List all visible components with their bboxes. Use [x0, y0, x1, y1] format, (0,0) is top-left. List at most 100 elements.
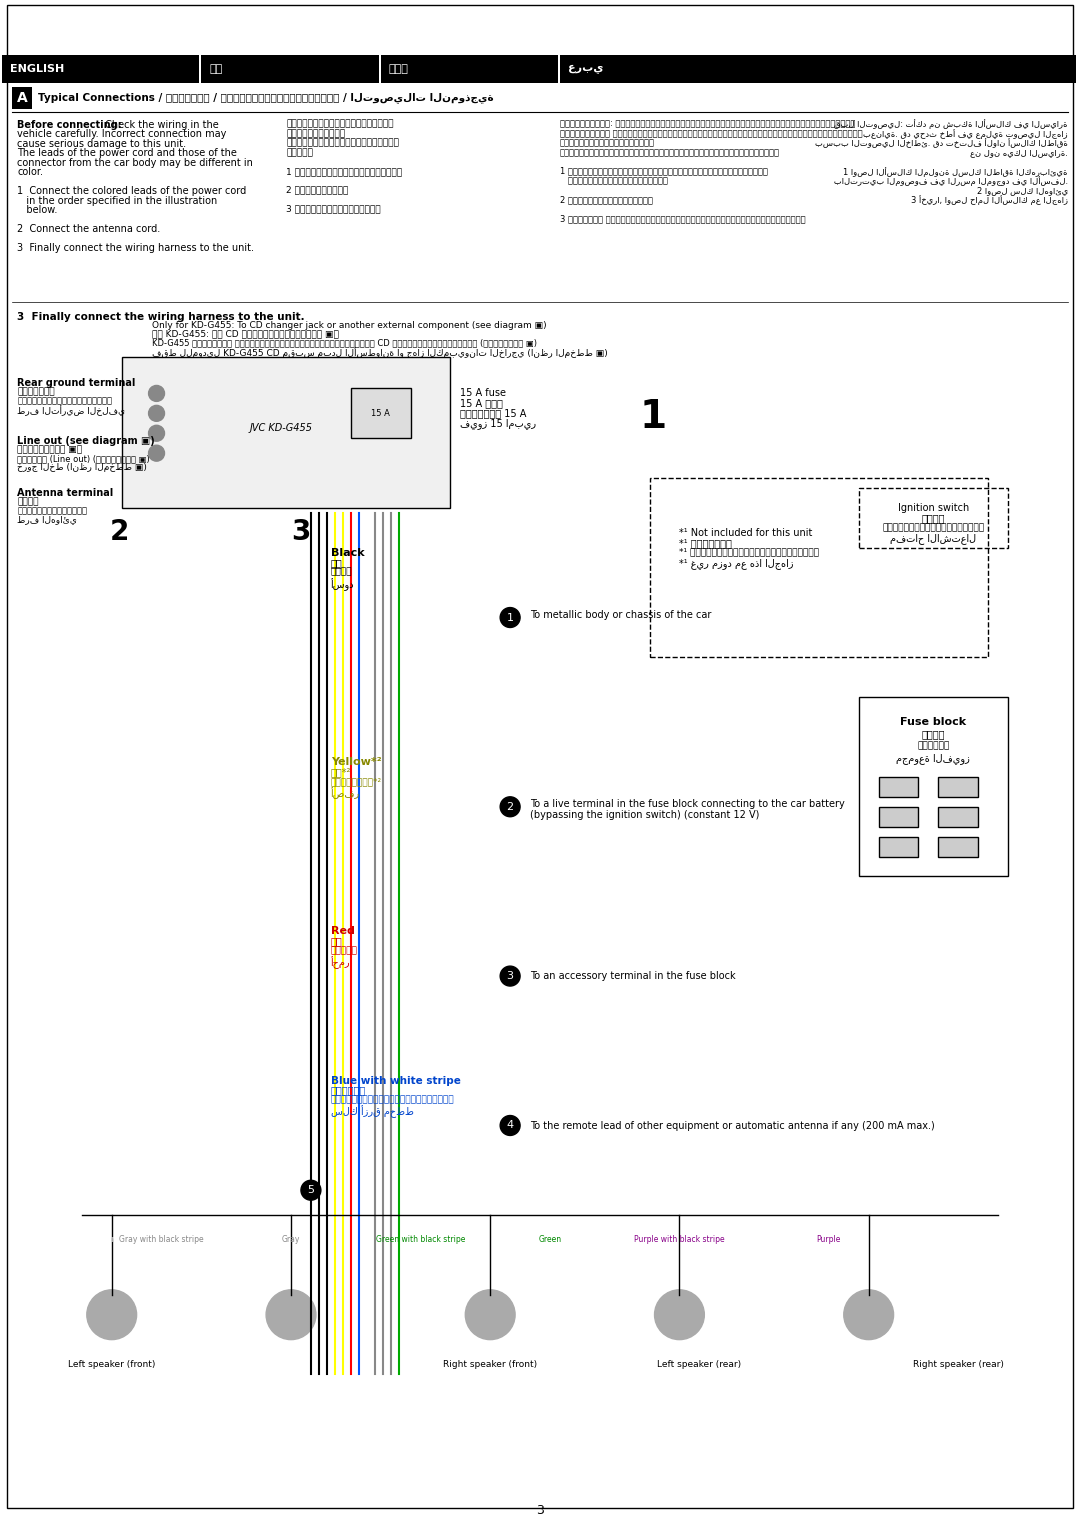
Text: Fuse block: Fuse block: [901, 717, 967, 728]
Text: Gray with black stripe: Gray with black stripe: [119, 1235, 204, 1244]
Text: 1: 1: [507, 612, 514, 623]
Circle shape: [500, 608, 521, 627]
Circle shape: [500, 966, 521, 986]
Text: color.: color.: [17, 167, 43, 178]
Text: *¹ 不包含在本機內: *¹ 不包含在本機內: [679, 538, 732, 548]
Text: Green: Green: [539, 1235, 562, 1244]
Text: Yellow*²: Yellow*²: [330, 756, 381, 767]
Text: Green with black stripe: Green with black stripe: [376, 1235, 465, 1244]
Text: 接線前：仔細檢查汽車內的線路。不正確的接: 接線前：仔細檢查汽車內的線路。不正確的接: [286, 120, 393, 129]
Text: خروج الخط (انظر المخطط ▣): خروج الخط (انظر المخطط ▣): [17, 463, 147, 472]
Text: ฟิวขนาด 15 A: ฟิวขนาด 15 A: [460, 409, 527, 418]
Text: 3  Finally connect the wiring harness to the unit.: 3 Finally connect the wiring harness to …: [17, 243, 254, 254]
Bar: [201, 55, 379, 82]
Circle shape: [149, 445, 164, 462]
Text: 1: 1: [639, 398, 666, 436]
Text: Black: Black: [330, 548, 364, 557]
Text: 有所不同。: 有所不同。: [286, 147, 313, 156]
Text: ก่อนต่อสาย: ตรวจสอบสายไฟภายในรถยนต์อย่างระมัดระวังก่อนต่อสาย: ก่อนต่อสาย: ตรวจสอบสายไฟภายในรถยนต์อย่าง…: [559, 120, 855, 129]
Text: 輸出端子（參閱圖表 ▣）: 輸出端子（參閱圖表 ▣）: [17, 445, 82, 454]
Bar: [879, 837, 918, 857]
Text: 1 ต่อสายเชื่อมต่อเข้ากับอุปกรณ์ตามลำดับที่: 1 ต่อสายเชื่อมต่อเข้ากับอุปกรณ์ตามลำดับท…: [559, 167, 768, 176]
Text: ไทย: ไทย: [389, 64, 408, 74]
Text: สีดำ: สีดำ: [330, 568, 352, 577]
Text: بسبب التوصيل الخاطئ. قد تختلف ألوان أسلاك الطاقة: بسبب التوصيل الخاطئ. قد تختلف ألوان أسلا…: [815, 138, 1068, 149]
Text: قبل التوصيل: تأكد من شبكة الأسلاك في السيارة: قبل التوصيل: تأكد من شبكة الأسلاك في الس…: [835, 120, 1068, 129]
Text: KD-G455 เท่านั้น เชื่อมต่อของเครื่องเสียงซีดี CD หรืออุปกรณ์ภายนอก (ดูแผนภาพ ▣): KD-G455 เท่านั้น เชื่อมต่อของเครื่องเสีย…: [151, 339, 537, 348]
Text: อุปกรณ์นี้ การต่อสายผิดพลาดอาจทำให้อุปกรณ์เสียหายอย่างร้ายแรง: อุปกรณ์นี้ การต่อสายผิดพลาดอาจทำให้อุปกร…: [559, 129, 863, 138]
Text: طرف الهوائي: طرف الهوائي: [17, 515, 77, 524]
Text: 3: 3: [536, 1504, 544, 1517]
Text: 黑色: 黑色: [330, 557, 342, 568]
Text: بعناية. قد يحدث خطأ في عملية توصيل الجهاز: بعناية. قد يحدث خطأ في عملية توصيل الجها…: [863, 129, 1068, 138]
Text: أسود: أسود: [330, 577, 354, 591]
Text: 電源線的引線和車身的連接器引線在顏色上可能: 電源線的引線和車身的連接器引線在顏色上可能: [286, 138, 399, 147]
Bar: [939, 776, 978, 797]
Text: 3 最後，把配線束的插頭插在本機上。: 3 最後，把配線束的插頭插在本機上。: [286, 205, 380, 214]
Text: Ignition switch: Ignition switch: [897, 503, 969, 513]
Text: Right speaker (front): Right speaker (front): [443, 1360, 537, 1369]
Text: Left speaker (rear): Left speaker (rear): [658, 1360, 742, 1369]
Text: below.: below.: [17, 205, 57, 216]
Text: 2 เชื่อมต่อสายอากาศ: 2 เชื่อมต่อสายอากาศ: [559, 196, 652, 204]
Text: Antenna terminal: Antenna terminal: [17, 488, 113, 498]
Text: cause serious damage to this unit.: cause serious damage to this unit.: [17, 138, 186, 149]
Text: อยู่ในชุดอุปกรณ์นี้: อยู่ในชุดอุปกรณ์นี้: [559, 138, 654, 147]
Text: White with black stripe: White with black stripe: [38, 1235, 126, 1244]
Text: To the remote lead of other equipment or automatic antenna if any (200 mA max.): To the remote lead of other equipment or…: [530, 1121, 935, 1130]
Circle shape: [149, 425, 164, 441]
Text: 3: 3: [507, 971, 514, 981]
Text: Only for KD-G455: To CD changer jack or another external component (see diagram : Only for KD-G455: To CD changer jack or …: [151, 321, 546, 330]
Text: Blue with white stripe: Blue with white stripe: [330, 1075, 461, 1086]
Circle shape: [843, 1290, 893, 1340]
Text: 1  Connect the colored leads of the power cord: 1 Connect the colored leads of the power…: [17, 187, 246, 196]
Text: Left speaker (front): Left speaker (front): [68, 1360, 156, 1369]
Text: Rear ground terminal: Rear ground terminal: [17, 378, 135, 389]
Bar: [380, 55, 558, 82]
Circle shape: [301, 1180, 321, 1200]
Text: 紅色: 紅色: [330, 936, 342, 946]
Bar: [559, 55, 1076, 82]
Text: 15 A: 15 A: [372, 409, 390, 418]
Text: Typical Connections / 典型的接線方法 / การเชื่อมต่อแบบปกติ / التوصيلات النموذجية: Typical Connections / 典型的接線方法 / การเชื่อ…: [38, 93, 494, 103]
Text: 5: 5: [308, 1185, 314, 1195]
Circle shape: [500, 797, 521, 817]
Text: 3  Finally connect the wiring harness to the unit.: 3 Finally connect the wiring harness to …: [17, 311, 305, 322]
Text: 3: 3: [291, 518, 310, 545]
Text: 只導 KD-G455: 接至 CD 換碟機插座或外接部件（參閱圖表 ▣）: 只導 KD-G455: 接至 CD 換碟機插座或外接部件（參閱圖表 ▣）: [151, 330, 338, 339]
Circle shape: [654, 1290, 704, 1340]
Text: مفتاح الاشتعال: مفتاح الاشتعال: [890, 533, 976, 544]
Bar: [122, 357, 450, 507]
Text: 本機後接地端子: 本機後接地端子: [17, 387, 55, 396]
Circle shape: [86, 1290, 136, 1340]
Text: 中文: 中文: [210, 64, 222, 74]
Text: สัญญาณ (Line out) (ดูแผนภาพ ▣): สัญญาณ (Line out) (ดูแผนภาพ ▣): [17, 454, 150, 463]
Text: 2  Connect the antenna cord.: 2 Connect the antenna cord.: [17, 225, 160, 234]
Circle shape: [266, 1290, 315, 1340]
Text: 1 依照下圖所示之次序接返電源線的顏色引線。: 1 依照下圖所示之次序接返電源線的顏色引線。: [286, 167, 402, 176]
Text: 15 A fuse: 15 A fuse: [460, 389, 507, 398]
Bar: [879, 807, 918, 826]
Text: The leads of the power cord and those of the: The leads of the power cord and those of…: [17, 149, 237, 158]
Text: أحمر: أحمر: [330, 955, 351, 969]
Text: 15 A 保险絲: 15 A 保险絲: [460, 398, 503, 409]
Text: To a live terminal in the fuse block connecting to the car battery
(bypassing th: To a live terminal in the fuse block con…: [530, 799, 845, 820]
Text: سلك أزرق مخطط: سلك أزرق مخطط: [330, 1106, 414, 1118]
Text: فيوز 15 امبير: فيوز 15 امبير: [460, 418, 537, 430]
Text: vehicle carefully. Incorrect connection may: vehicle carefully. Incorrect connection …: [17, 129, 227, 140]
Text: *¹ غير مزود مع هذا الجهاز: *¹ غير مزود مع هذا الجهاز: [679, 557, 794, 568]
Text: 3 สุดท้าย ควบคุมความแน่นอนของชุดสายไฟให้กับอุปกรณ์: 3 สุดท้าย ควบคุมความแน่นอนของชุดสายไฟให้…: [559, 214, 806, 223]
Text: JVC KD-G455: JVC KD-G455: [249, 424, 312, 433]
Bar: [939, 807, 978, 826]
Circle shape: [149, 386, 164, 401]
Text: Check the wiring in the: Check the wiring in the: [102, 120, 218, 129]
Text: Line out (see diagram ▣): Line out (see diagram ▣): [17, 436, 154, 447]
Text: مجموعة الفيوز: مجموعة الفيوز: [896, 753, 970, 764]
Circle shape: [465, 1290, 515, 1340]
Text: 黃色*²: 黃色*²: [330, 767, 351, 776]
Bar: [939, 837, 978, 857]
Text: in the order specified in the illustration: in the order specified in the illustrati…: [17, 196, 217, 205]
Text: ระบุไว้ในภาพด้านล่าง: ระบุไว้ในภาพด้านล่าง: [559, 176, 667, 185]
Bar: [879, 776, 918, 797]
Text: 點火開關: 點火開關: [921, 513, 945, 523]
